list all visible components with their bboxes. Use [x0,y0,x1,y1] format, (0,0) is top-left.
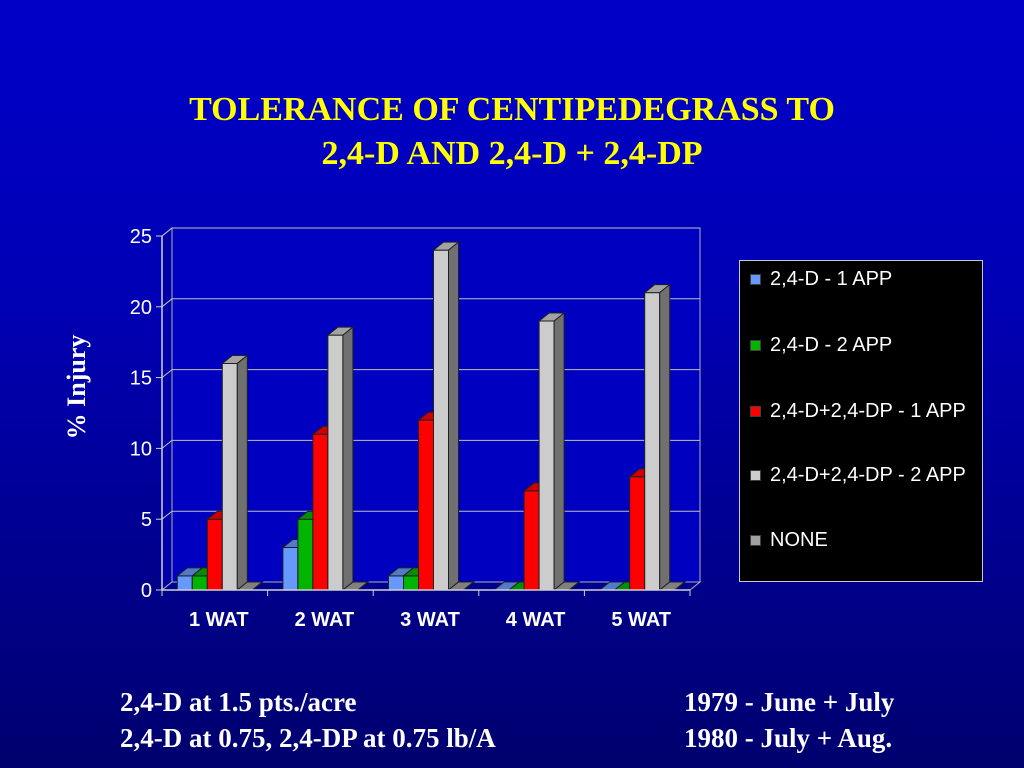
legend-item-3: 2,4-D+2,4-DP - 1 APP [750,399,978,423]
legend-swatch-5 [750,535,761,546]
bar-side [568,581,580,591]
legend-label-3: 2,4-D+2,4-DP - 1 APP [770,400,966,422]
bar-front [403,575,419,591]
y-tick-label: 15 [130,368,152,390]
legend-item-5: NONE [750,528,978,552]
x-tick-label: 5 WAT [611,609,671,631]
y-tick-label: 10 [130,438,152,460]
y-tick-label: 20 [130,297,152,319]
legend-item-2: 2,4-D - 2 APP [750,333,978,357]
note-rate-1: 2,4-D at 1.5 pts./acre [120,687,357,717]
bar-side [251,581,263,591]
legend-label-1: 2,4-D - 1 APP [770,268,893,290]
bar-front [433,249,449,591]
legend-label-4: 2,4-D+2,4-DP - 2 APP [770,464,966,486]
gridline [161,298,700,308]
chart-title-line1: TOLERANCE OF CENTIPEDEGRASS TO [189,91,835,128]
bar-front [191,575,208,591]
legend-swatch-4 [750,470,761,481]
bar-front [644,292,661,591]
legend-label-2: 2,4-D - 2 APP [770,334,893,356]
legend-item-1: 2,4-D - 1 APP [750,267,978,291]
bar-side [659,283,671,592]
bar-side [236,354,248,592]
note-year-1980: 1980 - July + Aug. [684,723,893,753]
x-tick-label: 2 WAT [295,609,355,631]
bar-side [448,241,459,592]
notes-left: 2,4-D at 1.5 pts./acre 2,4-D at 0.75, 2,… [120,684,496,756]
bar-front [206,518,223,591]
y-tick-label: 0 [141,580,152,602]
legend-swatch-2 [750,340,761,351]
bar-front [297,518,314,591]
bar-front [523,490,540,591]
bar-side [357,581,369,591]
legend-swatch-1 [750,274,761,285]
bar-front [327,334,344,591]
legend: 2,4-D - 1 APP 2,4-D - 2 APP 2,4-D+2,4-DP… [739,260,983,582]
bar [432,241,460,592]
bar [537,311,566,592]
notes-right: 1979 - June + July 1980 - July + Aug. [684,684,894,756]
bar-front [221,362,238,591]
gridline [161,227,700,237]
bar-front [629,476,646,591]
note-year-1979: 1979 - June + July [684,687,895,717]
bar [326,326,355,592]
bar-front [538,320,555,591]
x-tick-label: 3 WAT [400,609,460,631]
bar-side [463,581,474,591]
bar-side [674,581,686,591]
legend-label-5: NONE [770,529,828,551]
bar-front [312,433,329,591]
chart-title: TOLERANCE OF CENTIPEDEGRASS TO 2,4-D AND… [0,88,1024,176]
legend-swatch-3 [750,406,761,417]
chart-title-line2: 2,4-D AND 2,4-D + 2,4-DP [321,135,703,172]
bar-side [553,311,565,592]
bar-front [418,419,434,591]
y-tick-label: 5 [141,509,152,531]
x-tick-label: 1 WAT [189,609,249,631]
gridline [161,369,700,378]
legend-item-4: 2,4-D+2,4-DP - 2 APP [750,463,978,487]
bar [220,354,249,592]
bar-front [388,575,404,591]
bar-front [282,547,299,591]
gridline [161,439,700,449]
axes: 0 5 10 15 20 25 1 WAT 2 WAT 3 WAT 4 WAT 5 WAT [130,226,691,631]
plot-side-wall [161,226,173,592]
bars [175,241,687,592]
bar-front [176,575,193,591]
x-tick-label: 4 WAT [506,609,566,631]
bar [643,283,672,592]
bar-side [342,326,354,592]
note-rate-2: 2,4-D at 0.75, 2,4-DP at 0.75 lb/A [120,723,496,753]
y-tick-label: 25 [130,226,152,248]
